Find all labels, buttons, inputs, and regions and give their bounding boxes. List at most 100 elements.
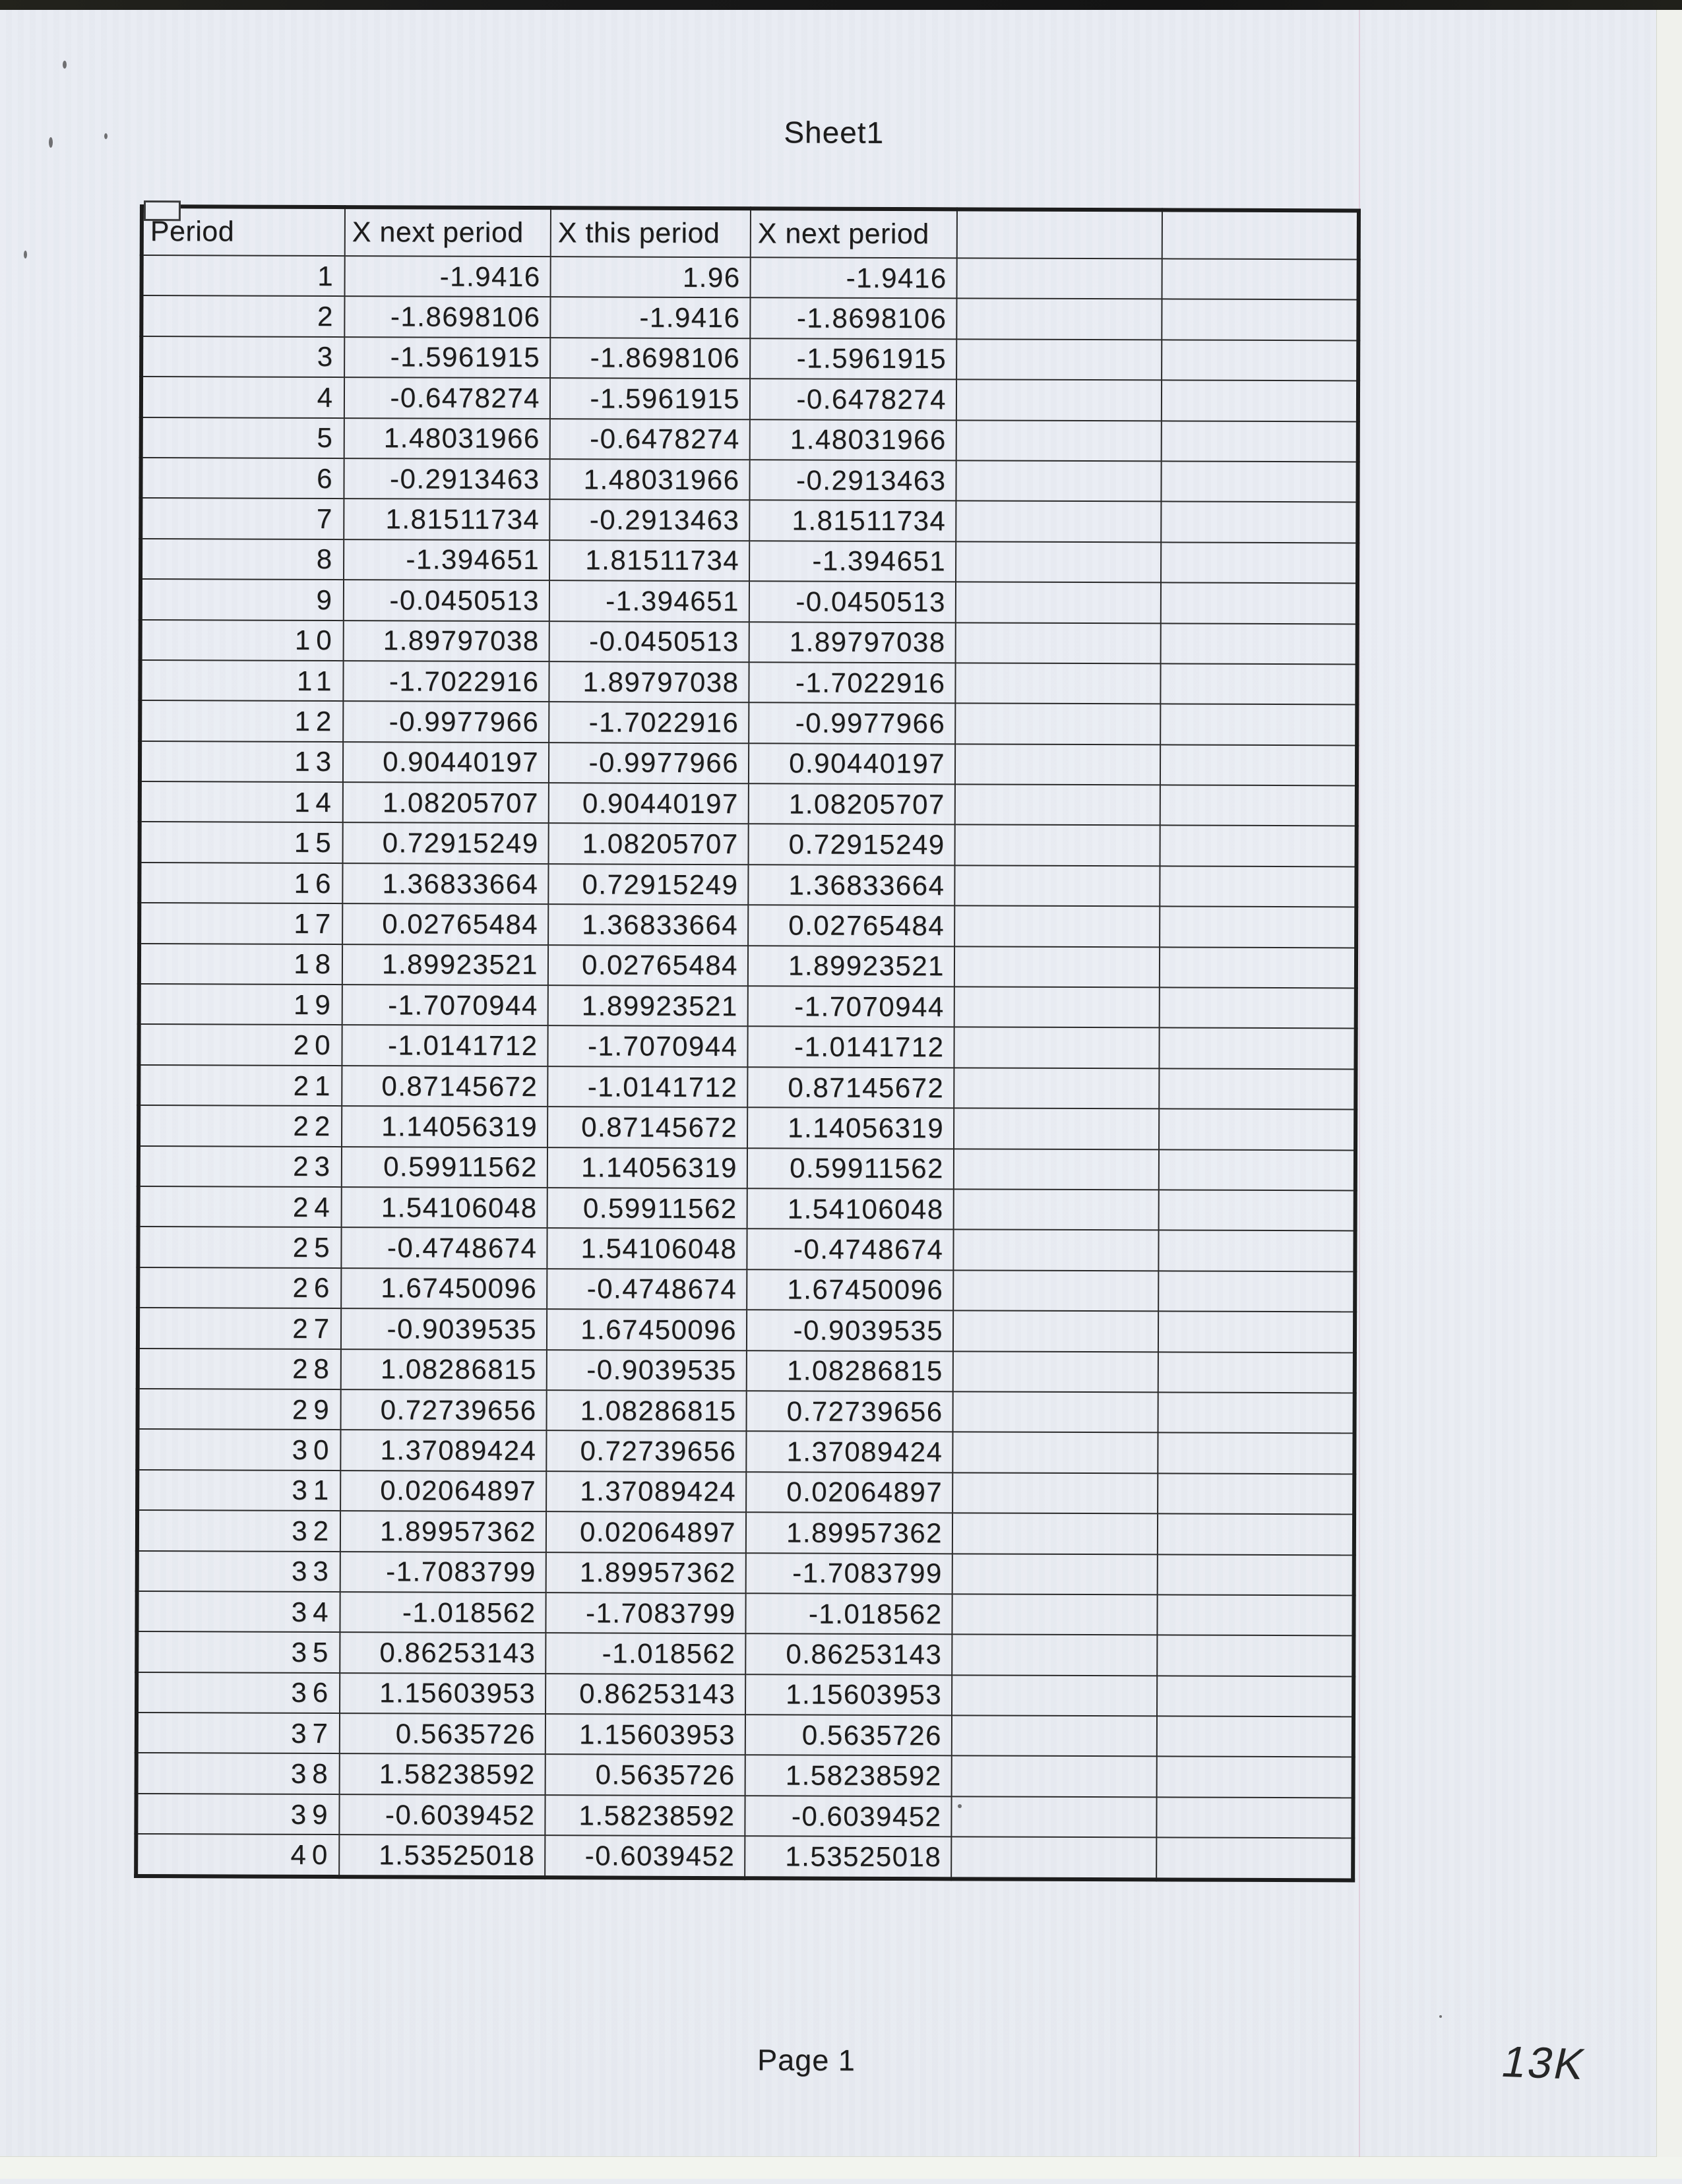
- handwritten-note: 13K: [1497, 2036, 1592, 2089]
- empty-cell: [955, 663, 1160, 704]
- empty-cell: [956, 501, 1161, 542]
- value-cell: 0.59911562: [342, 1147, 547, 1188]
- value-cell: 1.08205707: [749, 783, 955, 824]
- empty-cell: [952, 1715, 1157, 1756]
- period-cell: 29: [138, 1389, 341, 1430]
- column-header: [1162, 210, 1359, 259]
- value-cell: 1.15603953: [545, 1714, 745, 1755]
- value-cell: -0.6478274: [750, 379, 956, 419]
- value-cell: 1.89923521: [748, 946, 954, 986]
- value-cell: -0.2913463: [344, 458, 549, 499]
- empty-cell: [956, 582, 1161, 622]
- empty-cell: [1160, 907, 1356, 948]
- value-cell: -1.018562: [745, 1593, 952, 1634]
- empty-cell: [1161, 502, 1357, 543]
- value-cell: -0.2913463: [549, 500, 749, 541]
- empty-cell: [1158, 1433, 1354, 1474]
- empty-cell: [952, 1554, 1158, 1594]
- value-cell: 1.48031966: [549, 459, 749, 500]
- empty-cell: [952, 1432, 1158, 1473]
- value-cell: 0.87145672: [747, 1067, 954, 1108]
- empty-cell: [952, 1513, 1158, 1554]
- period-cell: 11: [140, 660, 343, 701]
- empty-cell: [1162, 299, 1358, 340]
- value-cell: 0.59911562: [747, 1148, 954, 1189]
- column-header: X next period: [345, 207, 551, 257]
- period-cell: 16: [139, 863, 342, 903]
- value-cell: 0.90440197: [343, 742, 549, 783]
- value-cell: -1.9416: [751, 257, 957, 298]
- sheet-title: Sheet1: [784, 114, 884, 150]
- empty-cell: [1162, 340, 1358, 380]
- value-cell: -0.0450513: [344, 580, 549, 621]
- empty-cell: [954, 906, 1160, 947]
- value-cell: -1.5961915: [344, 337, 550, 378]
- empty-cell: [953, 1351, 1158, 1392]
- value-cell: 1.36833664: [748, 864, 954, 905]
- value-cell: -0.4748674: [547, 1269, 747, 1310]
- empty-cell: [955, 704, 1160, 744]
- value-cell: 0.02765484: [342, 903, 548, 944]
- page-number: Page 1: [757, 2043, 856, 2078]
- empty-cell: [1162, 258, 1359, 299]
- value-cell: -0.4748674: [341, 1227, 547, 1268]
- value-cell: 1.89957362: [746, 1512, 952, 1553]
- value-cell: 1.48031966: [344, 418, 550, 459]
- value-cell: 1.36833664: [342, 863, 548, 904]
- empty-cell: [951, 1796, 1156, 1837]
- value-cell: -1.0141712: [342, 1025, 547, 1066]
- value-cell: -0.9039535: [341, 1308, 547, 1349]
- period-cell: 35: [137, 1631, 340, 1672]
- value-cell: 0.02765484: [548, 945, 748, 986]
- value-cell: 1.89957362: [546, 1552, 746, 1593]
- value-cell: 0.72739656: [341, 1389, 547, 1430]
- value-cell: -1.018562: [545, 1633, 745, 1674]
- empty-cell: [954, 1189, 1159, 1230]
- value-cell: 0.86253143: [545, 1674, 745, 1714]
- empty-cell: [956, 380, 1162, 421]
- empty-cell: [1156, 1797, 1353, 1838]
- value-cell: 1.08286815: [547, 1390, 747, 1431]
- column-header: [957, 209, 1162, 258]
- empty-cell: [954, 1149, 1159, 1190]
- value-cell: -0.9977966: [343, 701, 549, 742]
- value-cell: -1.5961915: [750, 338, 956, 379]
- empty-cell: [1161, 542, 1357, 583]
- handwritten-note-text: 13K: [1497, 2036, 1592, 2089]
- empty-cell: [953, 1230, 1158, 1271]
- value-cell: 1.58238592: [545, 1795, 745, 1836]
- period-cell: 20: [139, 1024, 342, 1065]
- value-cell: -1.7083799: [340, 1552, 546, 1592]
- cell-corner-artifact: [144, 200, 181, 221]
- value-cell: 1.08286815: [341, 1349, 547, 1390]
- value-cell: 1.81511734: [749, 501, 956, 541]
- value-cell: 0.02765484: [748, 905, 954, 946]
- period-cell: 24: [139, 1186, 342, 1227]
- value-cell: 0.87145672: [547, 1107, 747, 1147]
- value-cell: 1.15603953: [340, 1673, 545, 1714]
- empty-cell: [951, 1837, 1156, 1879]
- period-cell: 10: [140, 620, 344, 661]
- value-cell: 1.54106048: [747, 1188, 954, 1229]
- value-cell: -1.8698106: [750, 298, 956, 339]
- empty-cell: [1160, 987, 1356, 1028]
- value-cell: 1.67450096: [747, 1269, 953, 1310]
- empty-cell: [1157, 1635, 1354, 1676]
